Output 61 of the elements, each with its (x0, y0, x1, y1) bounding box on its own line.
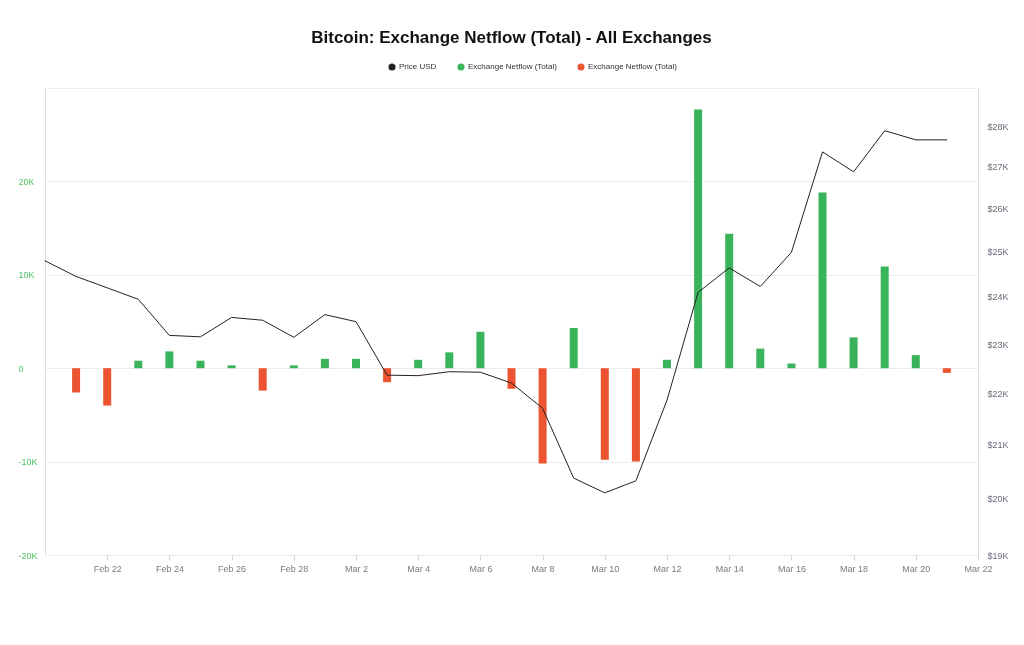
x-tick-label: Mar 16 (777, 563, 806, 574)
bar (818, 192, 827, 369)
y-tick-label: -10K (18, 457, 38, 468)
bar (880, 266, 889, 369)
x-tick-label: Mar 6 (469, 563, 493, 574)
x-tick-label: Mar 22 (964, 563, 993, 574)
y2-tick-label: $27K (987, 162, 1009, 173)
bar (600, 368, 609, 460)
bar (476, 331, 485, 369)
y2-tick-label: $21K (987, 439, 1009, 450)
y2-tick-label: $28K (987, 122, 1009, 133)
x-tick-label: Mar 10 (591, 563, 620, 574)
x-tick-label: Mar 4 (407, 563, 431, 574)
y2-tick-label: $26K (987, 204, 1009, 215)
bar (849, 337, 858, 369)
bar (663, 359, 671, 369)
bar (725, 233, 734, 369)
bar (756, 348, 765, 369)
x-tick-label: Mar 18 (840, 563, 869, 574)
x-tick-label: Feb 22 (93, 563, 122, 574)
y2-tick-label: $24K (987, 292, 1009, 303)
y2-tick-label: $25K (987, 247, 1009, 258)
legend-label: Exchange Netflow (Total) (588, 62, 678, 71)
y-tick-label: -20K (18, 550, 38, 561)
y2-tick-label: $19K (987, 550, 1009, 561)
x-tick-label: Feb 28 (280, 563, 309, 574)
bar (320, 358, 329, 369)
y-tick-label: 0 (18, 363, 24, 374)
y2-tick-label: $23K (987, 339, 1009, 350)
x-tick-label: Feb 24 (155, 563, 184, 574)
bar (258, 368, 267, 391)
y-tick-label: 20K (18, 176, 35, 187)
x-tick-label: Mar 14 (715, 563, 744, 574)
bar (103, 368, 112, 406)
bar (507, 368, 516, 389)
bar (942, 368, 951, 373)
y-tick-label: 10K (18, 270, 35, 281)
legend-label: Price USD (399, 62, 437, 71)
x-tick-label: Mar 12 (653, 563, 682, 574)
y2-tick-label: $22K (987, 388, 1009, 399)
x-tick-label: Feb 26 (218, 563, 247, 574)
x-tick-label: Mar 8 (531, 563, 555, 574)
bar (165, 351, 174, 369)
bar (196, 360, 205, 369)
y2-tick-label: $20K (987, 493, 1009, 504)
legend-label: Exchange Netflow (Total) (468, 62, 558, 71)
bar (569, 328, 578, 369)
bar (694, 109, 703, 369)
x-tick-label: Mar 2 (344, 563, 369, 574)
chart-title: Bitcoin: Exchange Netflow (Total) - All Exchanges (311, 28, 712, 47)
x-tick-label: Mar 20 (902, 563, 931, 574)
bar (414, 359, 423, 369)
bar (227, 365, 236, 369)
bar (72, 368, 81, 393)
bar (911, 355, 920, 369)
bar (352, 358, 360, 369)
bar (445, 352, 454, 369)
bar (134, 360, 143, 369)
bar (289, 365, 298, 369)
bar (631, 368, 640, 462)
bar (538, 368, 547, 464)
